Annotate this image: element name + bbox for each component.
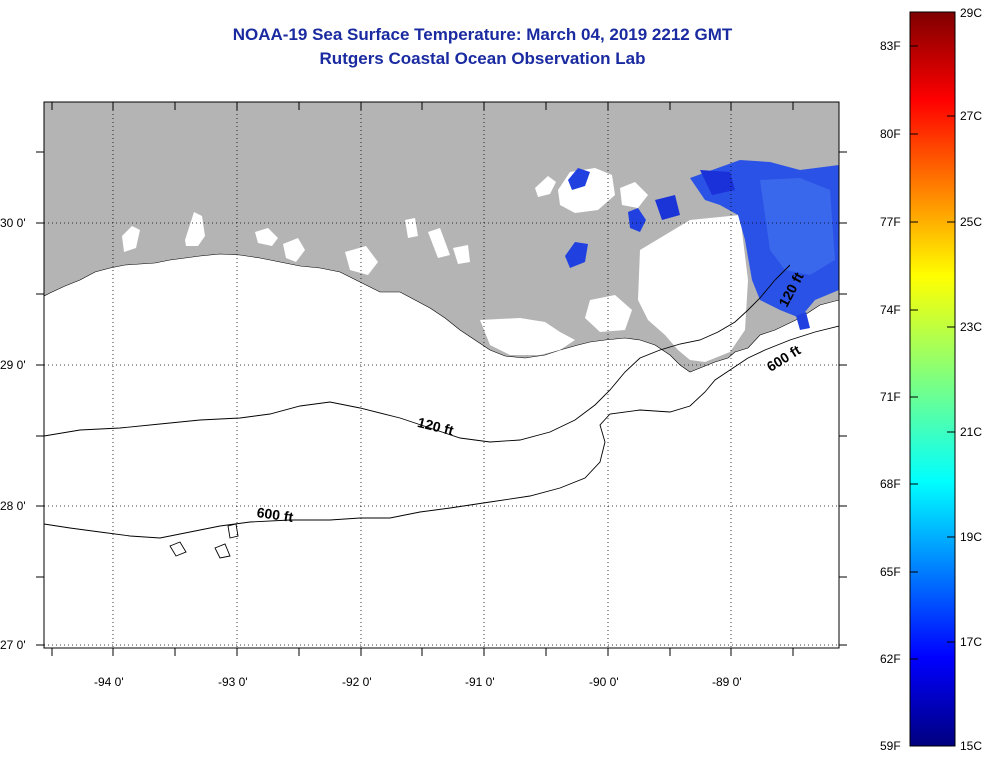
lat-label-30: 30 0' [0, 216, 26, 230]
graticule [44, 102, 839, 648]
cb-f-label-68: 68F [880, 477, 901, 491]
contour-label-600ft-west: 600 ft [256, 504, 295, 525]
lon-label-94: -94 0' [94, 675, 124, 689]
cb-c-label-23: 23C [960, 320, 983, 334]
cb-f-label-74: 74F [880, 303, 901, 317]
cb-f-label-71: 71F [880, 390, 901, 404]
lon-label-92: -92 0' [342, 675, 372, 689]
cb-c-label-25: 25C [960, 215, 983, 229]
lon-label-90: -90 0' [589, 675, 619, 689]
sst-data-patches [565, 160, 839, 330]
colorbar-gradient [909, 11, 956, 747]
cb-f-label-77: 77F [880, 215, 901, 229]
lon-label-89: -89 0' [712, 675, 742, 689]
lat-label-27: 27 0' [0, 638, 26, 652]
cb-f-label-59: 59F [880, 739, 901, 753]
cb-c-label-21: 21C [960, 425, 983, 439]
cloud-patches [122, 168, 748, 362]
cb-f-label-80: 80F [880, 127, 901, 141]
colorbar-ticks [910, 45, 955, 660]
cb-c-label-15: 15C [960, 739, 983, 753]
map-subtitle: Rutgers Coastal Ocean Observation Lab [319, 49, 646, 68]
map-frame [43, 101, 840, 649]
cb-f-label-62: 62F [880, 652, 901, 666]
lat-label-29: 29 0' [0, 358, 26, 372]
cb-f-label-83: 83F [880, 39, 901, 53]
cb-c-label-19: 19C [960, 530, 983, 544]
lon-label-93: -93 0' [218, 675, 248, 689]
cb-f-label-65: 65F [880, 565, 901, 579]
map-title: NOAA-19 Sea Surface Temperature: March 0… [232, 25, 733, 44]
cb-c-label-17: 17C [960, 635, 983, 649]
lon-label-91: -91 0' [465, 675, 495, 689]
lat-label-28: 28 0' [0, 499, 26, 513]
cb-c-label-29: 29C [960, 6, 983, 20]
depth-contours [44, 264, 839, 559]
map-ticks [36, 102, 847, 656]
cb-c-label-27: 27C [960, 109, 983, 123]
